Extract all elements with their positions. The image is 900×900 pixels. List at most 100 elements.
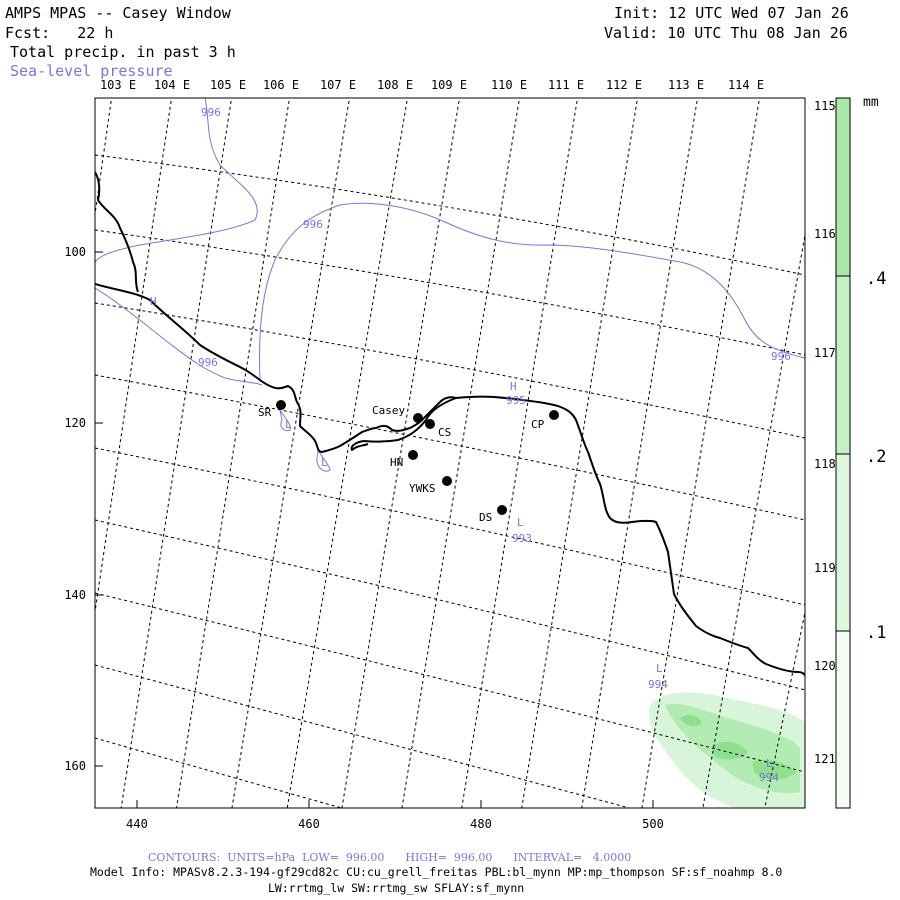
parallel-6 [95, 519, 805, 691]
low-label-ds: L [517, 516, 524, 529]
high-label-west: H [150, 295, 157, 308]
station-label-casey: Casey [372, 404, 405, 417]
lon-label-113e: 113 E [668, 78, 704, 92]
left-y-labels: 100 120 140 160 [64, 245, 86, 773]
lon-label-112e: 112 E [606, 78, 642, 92]
lon-label-108e: 108 E [377, 78, 413, 92]
field-name: Total precip. in past 3 h [10, 43, 236, 61]
y-label-140: 140 [64, 588, 86, 602]
meridian-104e [95, 98, 173, 616]
lon-label-107e: 107 E [320, 78, 356, 92]
station-label-hn: HN [390, 456, 403, 469]
pressure-contours [95, 98, 805, 472]
low-label-southeast: L [766, 757, 773, 770]
x-label-480: 480 [470, 817, 492, 831]
low-label-coast: L [321, 456, 328, 469]
station-dot-ds[interactable] [497, 505, 507, 515]
model-info: Model Info: MPASv8.2.3-194-gf29cd82c CU:… [90, 865, 783, 879]
x-label-440: 440 [126, 817, 148, 831]
lon-label-109e: 109 E [431, 78, 467, 92]
parallel-1 [95, 154, 805, 276]
lon-label-103e: 103 E [100, 78, 136, 92]
x-label-460: 460 [298, 817, 320, 831]
lon-label-106e: 106 E [263, 78, 299, 92]
precip-shading [649, 692, 805, 808]
parallel-4 [95, 374, 805, 521]
coastline-north [95, 171, 139, 293]
station-dot-hn[interactable] [408, 450, 418, 460]
colorbar-label-01: .1 [866, 623, 886, 643]
colorbar-band-bottom [836, 631, 850, 808]
station-label-ds: DS [479, 511, 492, 524]
station-dot-cp[interactable] [549, 410, 559, 420]
contour-info: CONTOURS: UNITS=hPa LOW= 996.00 HIGH= 99… [148, 851, 632, 864]
parallel-8 [95, 664, 632, 808]
overlay-name: Sea-level pressure [10, 62, 173, 80]
station-markers [276, 400, 559, 515]
lon-label-105e: 105 E [210, 78, 246, 92]
meridian-105e [120, 98, 233, 808]
high-value-coast: 995 [506, 394, 526, 407]
low-label-east: L [656, 662, 663, 675]
meridian-108e [286, 98, 408, 808]
isobar-label-996-a: 996 [201, 106, 221, 119]
meridian-112e [521, 98, 639, 808]
coastline-bay [350, 397, 457, 451]
y-label-120: 120 [64, 416, 86, 430]
isobar-996-northwest [95, 98, 258, 263]
isobar-996-west [95, 287, 263, 386]
y-label-100: 100 [64, 245, 86, 259]
coastline [95, 171, 805, 677]
parallel-5 [95, 447, 805, 606]
station-dot-sr[interactable] [276, 400, 286, 410]
meridian-111e [461, 98, 579, 808]
colorbar-frame [835, 97, 851, 809]
low-label-sr: L [285, 418, 292, 431]
bottom-x-labels: 440 460 480 500 [126, 817, 664, 831]
station-label-cp: CP [531, 418, 545, 431]
station-dot-casey[interactable] [413, 413, 423, 423]
lon-label-110e: 110 E [491, 78, 527, 92]
station-label-ywks: YWKS [409, 482, 436, 495]
low-value-southeast: 994 [759, 771, 779, 784]
station-dot-cs[interactable] [425, 419, 435, 429]
precip-area-dark [680, 715, 796, 780]
isobar-996-north [259, 202, 805, 381]
meridian-110e [401, 98, 521, 808]
model-info-line2: LW:rrtmg_lw SW:rrtmg_sw SFLAY:sf_mynn [268, 881, 525, 895]
isobar-low-sr [279, 409, 291, 431]
colorbar-label-02: .2 [866, 447, 886, 467]
station-label-cs: CS [438, 426, 451, 439]
isobar-low-coast [316, 448, 331, 472]
parallel-3 [95, 302, 805, 439]
low-value-ds: 993 [512, 532, 532, 545]
isobar-label-996-b: 996 [303, 218, 323, 231]
station-dot-ywks[interactable] [442, 476, 452, 486]
meridian-109e [341, 98, 461, 808]
axis-ticks [95, 251, 654, 808]
forecast-hour: Fcst: 22 h [5, 24, 114, 42]
station-label-sr: SR [258, 406, 272, 419]
station-labels: SR Casey CS CP HN YWKS DS [258, 404, 545, 524]
isobar-label-996-c: 996 [198, 356, 218, 369]
lon-label-114e: 114 E [728, 78, 764, 92]
low-value-east: 994 [648, 678, 668, 691]
colorbar-unit: mm [863, 95, 879, 110]
pressure-labels: 996 996 996 996 H H 995 L 993 L 994 L 99… [150, 106, 791, 784]
lon-label-111e: 111 E [548, 78, 584, 92]
valid-time: Valid: 10 UTC Thu 08 Jan 26 [604, 24, 848, 42]
colorbar-band-top [836, 98, 850, 276]
high-label-coast: H [510, 380, 517, 393]
meridian-114e [641, 98, 761, 808]
meridian-113e [581, 98, 699, 808]
colorbar-band-upper [836, 276, 850, 454]
map-title: AMPS MPAS -- Casey Window [5, 4, 231, 22]
top-lon-labels: 103 E 104 E 105 E 106 E 107 E 108 E 109 … [100, 78, 764, 92]
lon-label-104e: 104 E [154, 78, 190, 92]
colorbar-label-04: .4 [866, 269, 886, 289]
x-label-500: 500 [642, 817, 664, 831]
parallel-2 [95, 229, 805, 356]
plot-frame [94, 97, 806, 809]
meridian-106e [175, 98, 291, 808]
